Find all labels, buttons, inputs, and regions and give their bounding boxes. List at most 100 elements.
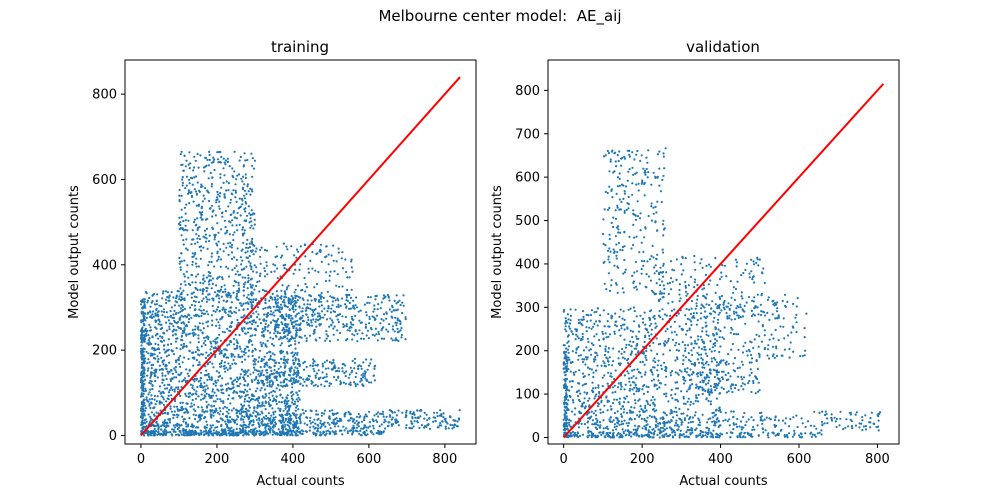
scatter-point (235, 258, 238, 261)
scatter-point (251, 354, 254, 357)
scatter-point (377, 330, 380, 333)
scatter-point (335, 315, 338, 318)
scatter-point (284, 378, 287, 381)
scatter-point (228, 165, 231, 168)
scatter-point (327, 429, 330, 432)
scatter-point (161, 390, 165, 393)
scatter-point (228, 233, 231, 236)
scatter-point (327, 367, 330, 370)
scatter-point (377, 415, 380, 418)
scatter-point (222, 392, 225, 395)
scatter-point (590, 436, 593, 439)
scatter-point (147, 413, 150, 416)
scatter-point (233, 310, 236, 313)
scatter-point (178, 318, 181, 321)
scatter-point (258, 356, 261, 359)
scatter-point (342, 363, 345, 366)
scatter-point (681, 341, 684, 344)
scatter-point (282, 242, 285, 245)
scatter-point (326, 421, 329, 424)
scatter-point (377, 411, 380, 414)
scatter-point (565, 350, 568, 353)
scatter-point (253, 159, 256, 162)
scatter-point (219, 433, 222, 436)
scatter-point (227, 397, 230, 401)
scatter-point (357, 422, 360, 425)
scatter-point (582, 315, 585, 318)
scatter-point (149, 305, 152, 308)
scatter-point (210, 252, 213, 255)
scatter-point (271, 422, 274, 425)
scatter-point (330, 319, 334, 322)
scatter-point (617, 382, 620, 385)
scatter-point (147, 334, 150, 337)
scatter-point (220, 155, 223, 159)
scatter-point (287, 331, 290, 335)
scatter-point (280, 306, 284, 309)
scatter-point (650, 399, 653, 402)
scatter-point (237, 385, 241, 388)
scatter-point (643, 311, 646, 314)
scatter-point (436, 415, 439, 418)
training-y-axis-label: Model output counts (67, 185, 82, 319)
scatter-point (350, 266, 353, 269)
scatter-point (632, 306, 636, 309)
scatter-point (301, 384, 304, 387)
scatter-point (161, 368, 165, 371)
scatter-point (163, 348, 166, 351)
scatter-point (236, 289, 239, 293)
scatter-point (295, 378, 298, 381)
scatter-point (269, 398, 272, 402)
scatter-point (191, 263, 194, 266)
scatter-point (564, 325, 567, 328)
scatter-point (280, 349, 283, 352)
scatter-point (245, 246, 248, 249)
scatter-point (182, 289, 185, 292)
scatter-point (628, 377, 631, 380)
scatter-point (190, 433, 193, 436)
scatter-point (269, 310, 273, 313)
scatter-point (334, 299, 337, 302)
scatter-point (184, 165, 187, 168)
scatter-point (314, 308, 317, 311)
scatter-point (186, 425, 189, 428)
scatter-point (275, 302, 278, 305)
scatter-point (183, 377, 186, 380)
scatter-point (717, 371, 721, 374)
scatter-point (162, 290, 165, 293)
scatter-point (674, 393, 677, 396)
scatter-point (174, 430, 177, 433)
scatter-point (238, 159, 241, 162)
scatter-point (426, 419, 429, 422)
scatter-point (247, 190, 250, 193)
scatter-point (283, 301, 286, 304)
scatter-point (199, 329, 202, 332)
scatter-point (251, 394, 255, 397)
scatter-point (218, 160, 222, 164)
scatter-point (199, 281, 202, 284)
scatter-point (222, 299, 225, 302)
scatter-point (294, 432, 297, 435)
scatter-point (314, 376, 317, 379)
scatter-point (338, 313, 342, 316)
scatter-point (248, 388, 251, 391)
scatter-point (233, 343, 236, 346)
scatter-point (212, 394, 215, 397)
scatter-point (154, 370, 158, 373)
scatter-point (249, 217, 252, 220)
scatter-point (175, 347, 178, 350)
scatter-point (179, 221, 182, 224)
scatter-point (182, 345, 185, 348)
scatter-point (570, 330, 573, 333)
scatter-point (226, 382, 230, 385)
scatter-point (644, 354, 647, 357)
scatter-point (152, 356, 156, 360)
scatter-point (277, 428, 280, 431)
scatter-point (313, 427, 316, 430)
scatter-point (341, 433, 344, 436)
scatter-point (564, 322, 567, 325)
scatter-point (197, 325, 200, 328)
scatter-point (217, 321, 220, 324)
scatter-point (266, 371, 269, 374)
scatter-point (159, 432, 162, 435)
